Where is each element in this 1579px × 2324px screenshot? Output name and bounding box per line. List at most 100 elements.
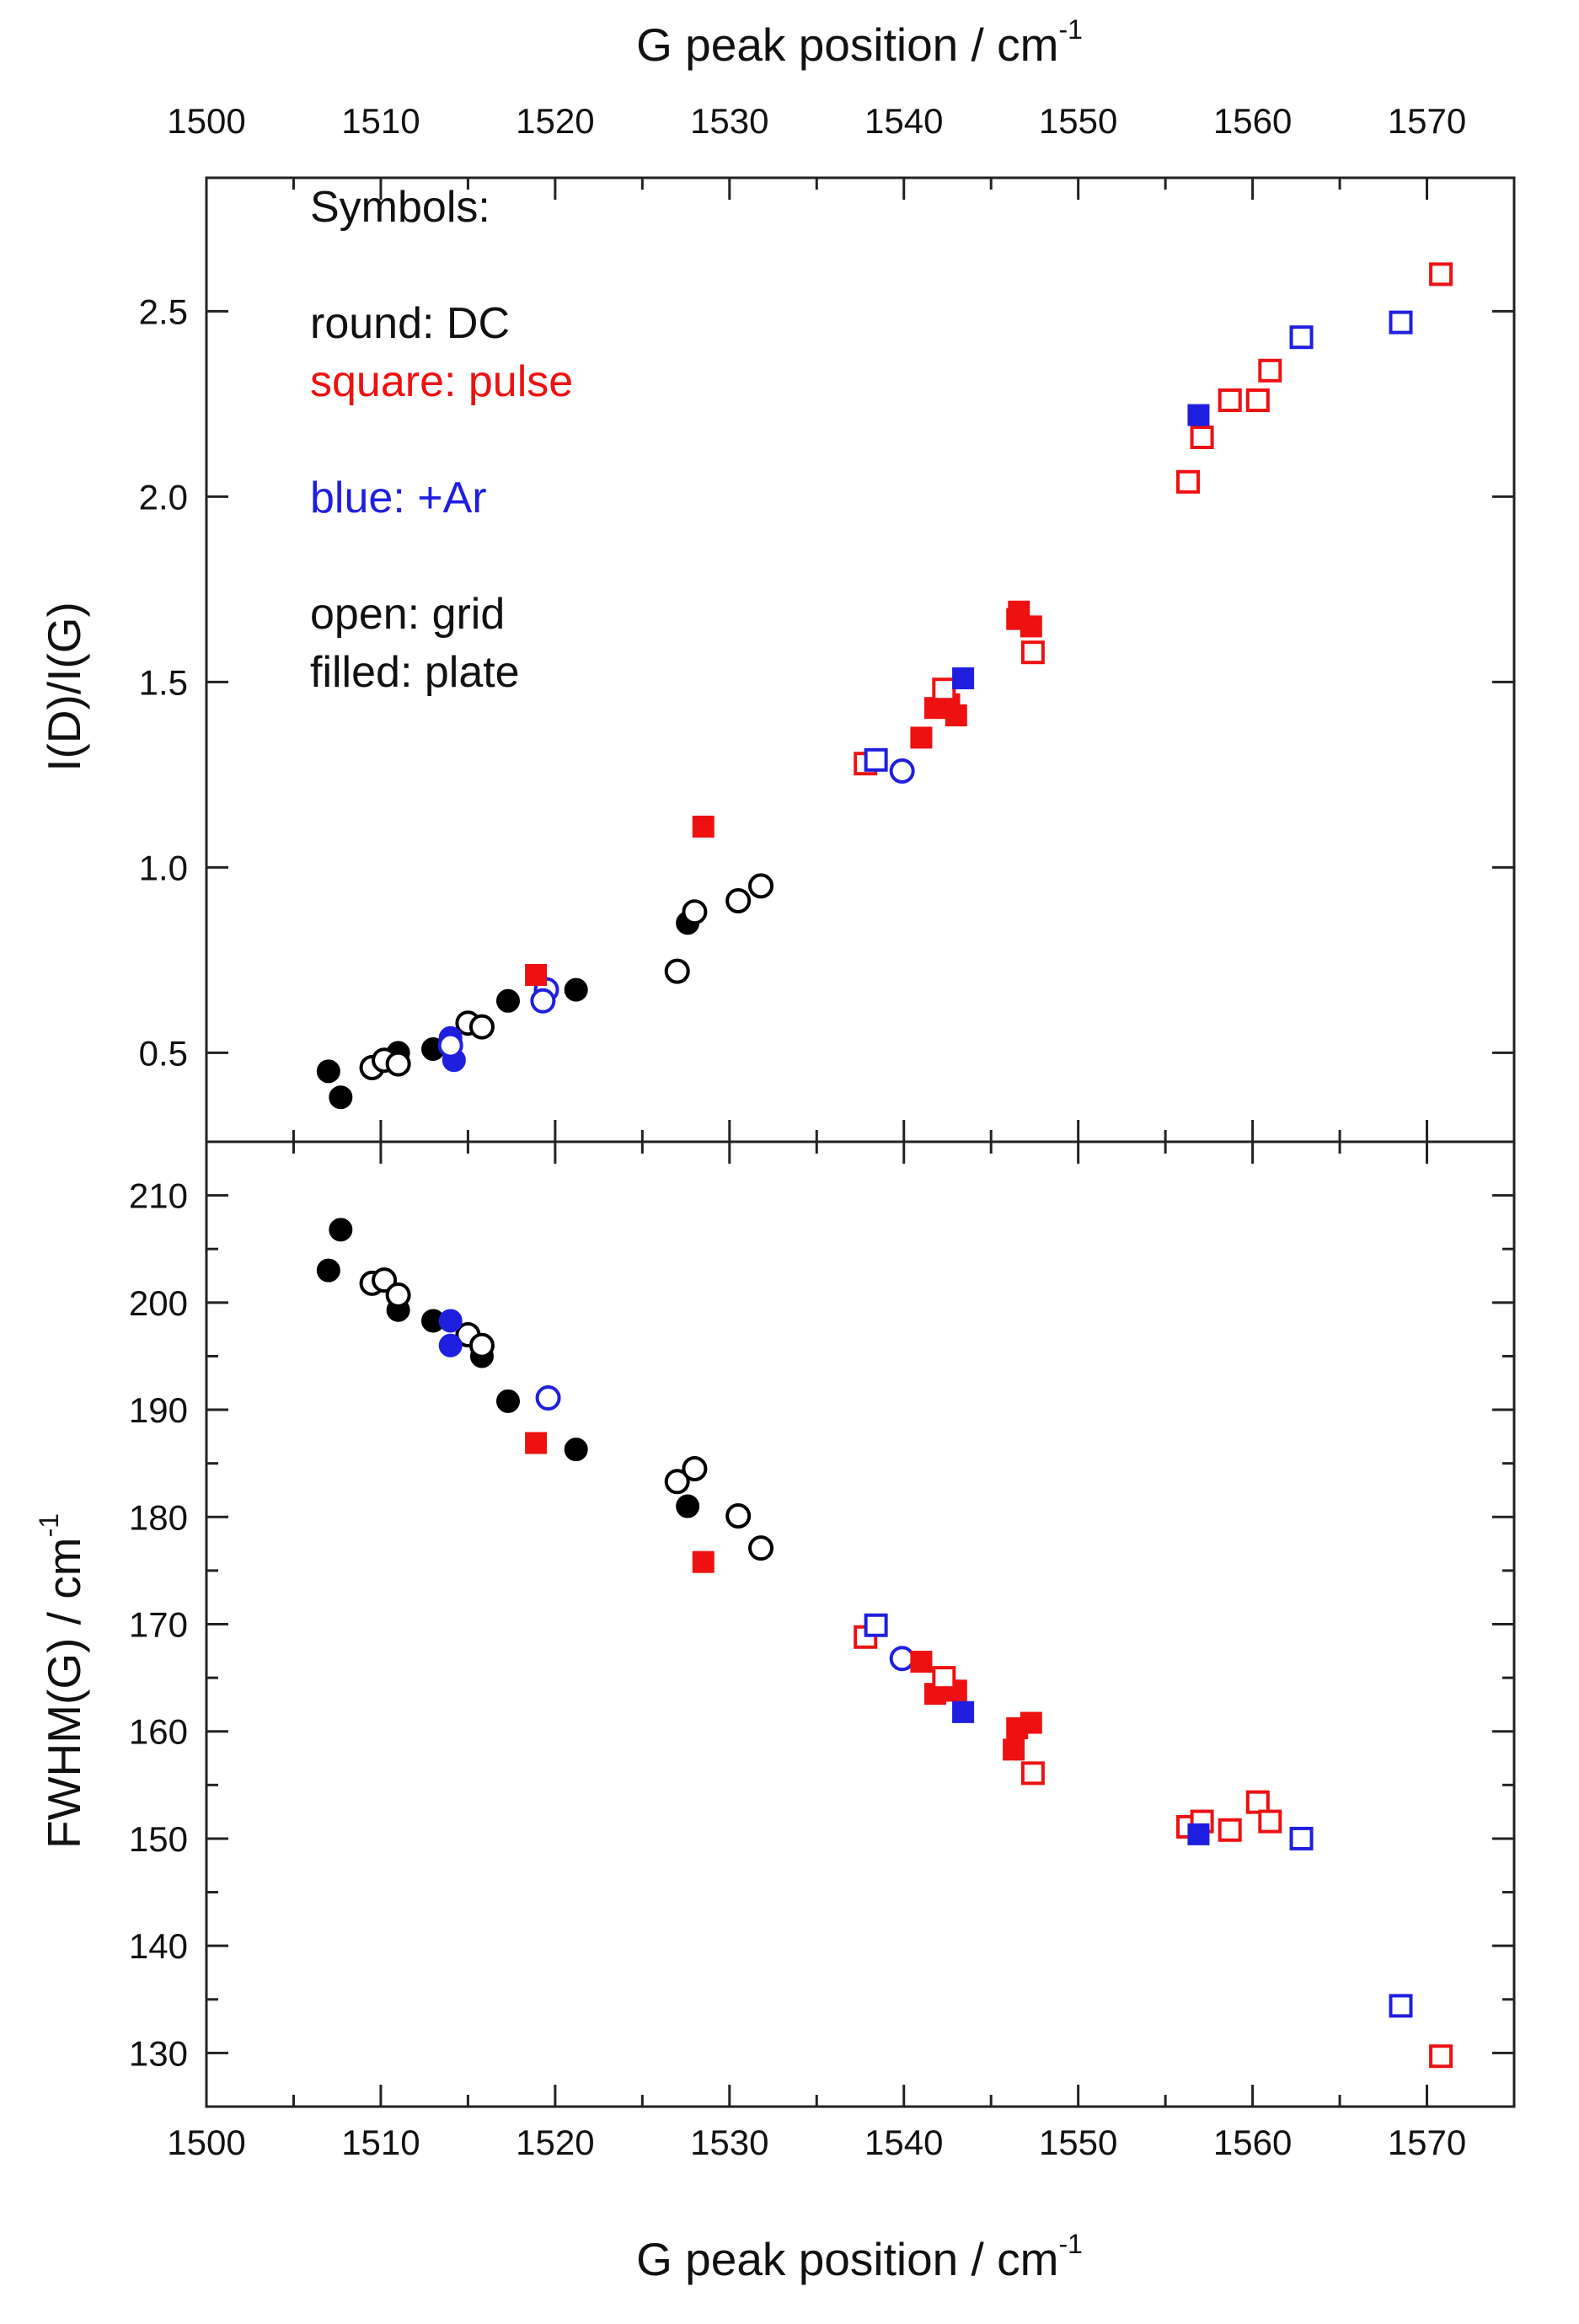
svg-text:G peak position / cm-1: G peak position / cm-1 — [636, 14, 1083, 71]
top-point-pulse-plate — [945, 704, 967, 726]
bottom-x-tick-label: 1520 — [516, 2123, 594, 2162]
bottom-point-pulse-grid — [1245, 1790, 1270, 1814]
top-point-pulse-plate — [910, 726, 933, 749]
top-point-pulse-grid — [1429, 262, 1453, 286]
bottom-point-pulse-arar-plate — [952, 1700, 975, 1723]
top-x-tick-label: 1520 — [516, 101, 594, 141]
bottom-x-axis-tick-labels: 1500 1510 1520 1530 1540 1550 1560 1570 — [167, 2123, 1466, 2162]
top-series-pulse-arar-plate — [952, 404, 1210, 689]
top-y-tick-label: 2.5 — [139, 292, 188, 331]
bottom-y-tick-label: 200 — [129, 1283, 188, 1323]
bottom-point-dc-arar-plate — [438, 1309, 463, 1333]
bottom-x-tick-label: 1530 — [690, 2123, 768, 2162]
bottom-point-dc-grid — [725, 1503, 752, 1529]
top-point-pulse-grid — [1176, 469, 1201, 494]
bottom-point-dc-plate — [495, 1389, 520, 1413]
top-series-dc-grid — [359, 873, 774, 1080]
top-point-dc-grid — [385, 1051, 411, 1077]
symbols-legend: Symbols: round: DC square: pulse blue: +Ar o… — [310, 183, 573, 697]
bottom-point-dc-arar-grid — [535, 1385, 561, 1411]
bottom-y-tick-label: 180 — [129, 1497, 188, 1537]
bottom-point-pulse-plate — [910, 1651, 933, 1673]
top-x-tick-label: 1560 — [1213, 101, 1292, 141]
top-point-dc-plate — [316, 1059, 340, 1084]
bottom-point-pulse-grid — [1020, 1761, 1045, 1786]
bottom-x-tick-label: 1560 — [1213, 2123, 1292, 2162]
top-x-tick-label: 1530 — [690, 101, 768, 141]
legend-line: round: DC — [310, 299, 510, 348]
bottom-x-axis-title-text: G peak position / cm — [636, 2233, 1058, 2285]
top-point-dc-arar-grid — [889, 758, 915, 784]
bottom-point-pulse-arar-plate — [1187, 1823, 1210, 1845]
top-y-tick-label: 1.0 — [139, 848, 188, 887]
top-point-pulse-arar-plate — [1187, 404, 1210, 426]
legend-line: square: pulse — [310, 357, 573, 406]
bottom-point-pulse-arar-grid — [1389, 1994, 1413, 2018]
bottom-panel-fwhm: 130 140 150 160 170 180 190 200 210 — [129, 1140, 1516, 2108]
bottom-point-pulse-arar-grid — [1289, 1826, 1314, 1850]
top-y-tick-label: 2.0 — [139, 477, 188, 517]
bottom-point-pulse-arar-grid — [864, 1613, 888, 1637]
bottom-panel-y-axis-title-text: FWHM(G) / cm — [38, 1537, 90, 1849]
top-x-axis-title: G peak position / cm-1 — [636, 14, 1083, 71]
top-panel-intensity-ratio: 0.5 1.0 1.5 2.0 2.5 — [139, 176, 1516, 1143]
top-panel-y-axis-title-text: I(D)/I(G) — [38, 602, 90, 772]
top-point-pulse-plate — [1008, 600, 1030, 623]
bottom-x-axis-title: G peak position / cm-1 — [636, 2229, 1083, 2285]
bottom-point-pulse-grid — [932, 1666, 956, 1690]
top-x-tick-label: 1570 — [1388, 101, 1466, 141]
top-point-dc-arar-grid — [437, 1032, 463, 1058]
bottom-panel-y-axis-title-sup: -1 — [34, 1513, 64, 1537]
svg-text:FWHM(G) / cm-1: FWHM(G) / cm-1 — [34, 1513, 90, 1849]
bottom-series-pulse-arar-plate — [952, 1700, 1210, 1845]
top-point-dc-plate — [329, 1085, 353, 1110]
top-x-tick-label: 1550 — [1039, 101, 1117, 141]
top-x-tick-label: 1510 — [341, 101, 420, 141]
bottom-point-pulse-grid — [1429, 2044, 1453, 2069]
bottom-point-dc-grid — [372, 1267, 398, 1293]
top-point-dc-grid — [725, 888, 752, 913]
bottom-x-tick-label: 1540 — [864, 2123, 943, 2162]
bottom-y-tick-label: 160 — [129, 1712, 188, 1752]
top-point-pulse-grid — [1218, 388, 1242, 412]
bottom-point-dc-grid — [748, 1535, 774, 1561]
top-y-tick-label: 0.5 — [139, 1033, 188, 1073]
top-series-pulse-arar-grid — [864, 310, 1413, 772]
top-point-dc-grid — [682, 899, 708, 925]
top-point-dc-grid — [748, 873, 774, 899]
bottom-y-tick-label: 210 — [129, 1176, 188, 1216]
bottom-point-pulse-grid — [1258, 1809, 1282, 1834]
top-point-pulse-arar-grid — [1389, 310, 1413, 335]
bottom-series-dc-arar-grid — [535, 1385, 915, 1672]
bottom-point-pulse-plate — [1003, 1738, 1025, 1761]
top-x-tick-label: 1540 — [864, 101, 943, 141]
top-point-pulse-plate — [525, 964, 548, 986]
bottom-x-tick-label: 1570 — [1388, 2123, 1466, 2162]
bottom-point-dc-plate — [316, 1258, 340, 1282]
bottom-y-tick-label: 170 — [129, 1605, 188, 1645]
top-x-axis-title-text: G peak position / cm — [636, 19, 1058, 71]
top-point-pulse-arar-grid — [864, 747, 888, 772]
top-point-pulse-grid — [1190, 426, 1214, 449]
bottom-x-axis-title-sup: -1 — [1058, 2229, 1082, 2259]
legend-line: blue: +Ar — [310, 474, 487, 522]
legend-line: open: grid — [310, 590, 505, 639]
top-point-pulse-grid — [1258, 358, 1282, 383]
top-point-pulse-grid — [1245, 388, 1270, 412]
bottom-point-dc-grid — [468, 1332, 495, 1358]
top-point-pulse-grid — [1020, 640, 1045, 665]
top-point-dc-arar-grid — [530, 988, 556, 1014]
bottom-point-dc-grid — [682, 1456, 708, 1482]
bottom-point-dc-arar-plate — [438, 1333, 463, 1357]
bottom-point-dc-plate — [676, 1494, 700, 1518]
bottom-series-pulse-plate — [525, 1432, 1042, 1761]
bottom-x-tick-label: 1510 — [341, 2123, 420, 2162]
legend-line: Symbols: — [310, 183, 490, 232]
bottom-point-pulse-plate — [525, 1432, 548, 1454]
top-point-dc-plate — [564, 977, 588, 1002]
top-point-pulse-arar-plate — [952, 667, 975, 689]
top-x-axis-tick-labels: 1500 1510 1520 1530 1540 1550 1560 1570 — [167, 101, 1466, 141]
bottom-y-tick-label: 190 — [129, 1390, 188, 1430]
bottom-y-tick-label: 140 — [129, 1926, 188, 1966]
